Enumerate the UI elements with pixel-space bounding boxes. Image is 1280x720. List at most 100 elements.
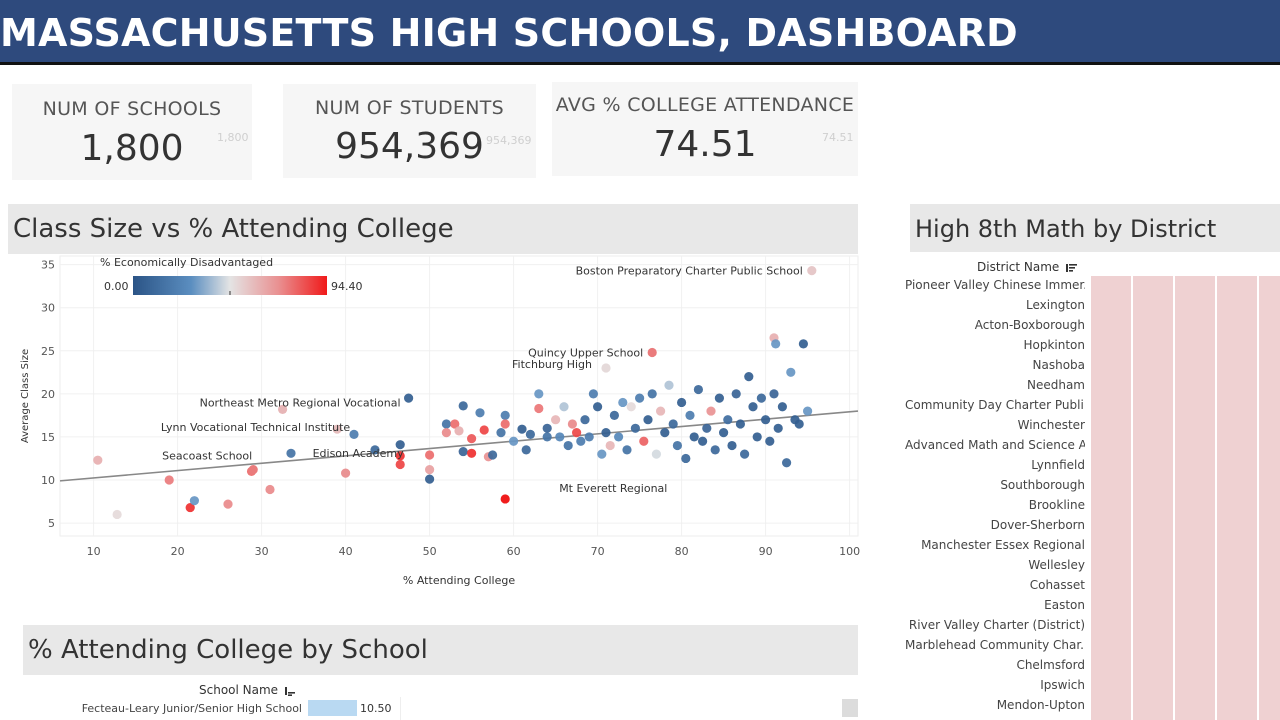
scatter-point[interactable] xyxy=(164,475,174,485)
scatter-point[interactable] xyxy=(517,424,527,434)
kpi-num-schools[interactable]: NUM OF SCHOOLS 1,800 1,800 xyxy=(12,84,252,180)
scatter-point[interactable] xyxy=(551,415,561,425)
district-row-label[interactable]: Easton xyxy=(1044,598,1085,612)
scatter-point[interactable] xyxy=(555,432,565,442)
scatter-point[interactable] xyxy=(450,419,460,429)
district-row-label[interactable]: Pioneer Valley Chinese Immer.. xyxy=(905,278,1085,292)
scatter-point[interactable] xyxy=(286,448,296,458)
scatter-point[interactable] xyxy=(723,415,733,425)
scatter-point[interactable] xyxy=(475,408,485,418)
district-row-label[interactable]: Marblehead Community Char.. xyxy=(905,638,1085,652)
scatter-point[interactable] xyxy=(534,403,544,414)
scatter-point[interactable] xyxy=(488,450,498,460)
scatter-point[interactable] xyxy=(395,440,405,450)
scatter-point[interactable] xyxy=(773,423,783,433)
scatter-point[interactable] xyxy=(601,428,611,438)
scatter-point[interactable] xyxy=(542,432,552,442)
scatter-point[interactable] xyxy=(467,434,477,444)
district-row-label[interactable]: Wellesley xyxy=(1028,558,1085,572)
scatter-point[interactable] xyxy=(660,428,670,438)
scatter-point-labeled[interactable] xyxy=(332,424,342,434)
scatter-point[interactable] xyxy=(798,339,809,349)
school-name-column-header[interactable]: School Name xyxy=(199,683,295,697)
scatter-point[interactable] xyxy=(693,384,704,395)
scatter-point[interactable] xyxy=(731,389,741,399)
scatter-point[interactable] xyxy=(626,402,636,412)
scatter-point[interactable] xyxy=(525,429,536,439)
district-row-label[interactable]: Nashoba xyxy=(1032,358,1086,372)
scatter-point[interactable] xyxy=(782,458,792,468)
scatter-point[interactable] xyxy=(609,410,620,420)
scatter-point[interactable] xyxy=(786,367,796,377)
scatter-point[interactable] xyxy=(719,428,729,438)
scatter-point-labeled[interactable] xyxy=(601,363,611,373)
district-row-label[interactable]: Advanced Math and Science A.. xyxy=(905,438,1085,452)
scatter-point[interactable] xyxy=(467,448,477,458)
district-row-label[interactable]: Southborough xyxy=(1000,478,1085,492)
scatter-point[interactable] xyxy=(185,502,195,513)
district-row-label[interactable]: Acton-Boxborough xyxy=(974,318,1085,332)
scatter-point[interactable] xyxy=(425,450,435,460)
scatter-point[interactable] xyxy=(500,419,510,429)
kpi-num-students[interactable]: NUM OF STUDENTS 954,369 954,369 xyxy=(283,84,536,178)
scatter-point[interactable] xyxy=(656,406,666,416)
scatter-point[interactable] xyxy=(647,389,657,399)
scatter-point[interactable] xyxy=(576,436,586,446)
scatter-point[interactable] xyxy=(614,432,624,442)
district-row-label[interactable]: Hopkinton xyxy=(1023,338,1085,352)
scatter-point[interactable] xyxy=(677,397,687,408)
scatter-point[interactable] xyxy=(605,440,615,451)
scatter-point[interactable] xyxy=(668,419,678,429)
district-row-label[interactable]: Ipswich xyxy=(1040,678,1085,692)
scatter-point[interactable] xyxy=(698,436,708,446)
scatter-point[interactable] xyxy=(496,428,506,438)
scatter-point[interactable] xyxy=(425,465,435,475)
scatter-chart[interactable]: 10 20 30 40 50 60 70 80 90 100 5 10 15 20 25 30 35 Bosto… xyxy=(0,254,860,594)
scatter-point[interactable] xyxy=(618,397,628,408)
district-row-label[interactable]: Manchester Essex Regional xyxy=(921,538,1085,552)
scatter-point[interactable] xyxy=(265,484,275,495)
scatter-point[interactable] xyxy=(593,402,603,412)
scatter-point[interactable] xyxy=(702,423,712,433)
scatter-point[interactable] xyxy=(803,406,813,416)
scatter-point[interactable] xyxy=(458,401,468,411)
scatter-point-labeled[interactable] xyxy=(807,266,817,276)
scatter-point[interactable] xyxy=(395,451,405,461)
scatter-point[interactable] xyxy=(572,428,582,438)
scatter-point[interactable] xyxy=(588,389,599,399)
scatter-point[interactable] xyxy=(735,419,746,429)
scatter-point[interactable] xyxy=(643,415,653,425)
scatter-point[interactable] xyxy=(777,402,788,412)
scatter-point[interactable] xyxy=(752,432,762,442)
scatter-point[interactable] xyxy=(748,402,758,412)
district-row-label[interactable]: Chelmsford xyxy=(1016,658,1085,672)
scatter-point[interactable] xyxy=(479,425,489,435)
scatter-point[interactable] xyxy=(370,445,380,455)
scatter-point[interactable] xyxy=(630,423,641,433)
scatter-point[interactable] xyxy=(395,459,405,470)
district-row-label[interactable]: Mendon-Upton xyxy=(996,698,1085,712)
scatter-point[interactable] xyxy=(584,432,594,442)
scrollbar-thumb[interactable] xyxy=(842,699,858,717)
district-row-label[interactable]: Winchester xyxy=(1017,418,1085,432)
scatter-point[interactable] xyxy=(500,410,510,420)
scatter-point[interactable] xyxy=(710,445,720,455)
scatter-point[interactable] xyxy=(664,380,674,390)
district-row-label[interactable]: Dover-Sherborn xyxy=(990,518,1085,532)
scatter-point-labeled[interactable] xyxy=(248,465,258,475)
district-row-label[interactable]: Brookline xyxy=(1028,498,1085,512)
scatter-point[interactable] xyxy=(794,419,804,429)
scatter-point[interactable] xyxy=(349,429,359,439)
district-row-label[interactable]: Lynnfield xyxy=(1031,458,1085,472)
scatter-point[interactable] xyxy=(744,372,754,382)
district-row-label[interactable]: Needham xyxy=(1026,378,1085,392)
scatter-point[interactable] xyxy=(651,449,662,459)
scatter-point[interactable] xyxy=(689,432,699,442)
scatter-point[interactable] xyxy=(189,496,199,506)
scatter-point[interactable] xyxy=(542,423,552,433)
scatter-point[interactable] xyxy=(441,419,451,429)
scatter-point[interactable] xyxy=(597,449,607,459)
scatter-point[interactable] xyxy=(685,410,695,420)
scatter-point[interactable] xyxy=(769,389,779,399)
scatter-point-labeled[interactable] xyxy=(647,347,657,358)
